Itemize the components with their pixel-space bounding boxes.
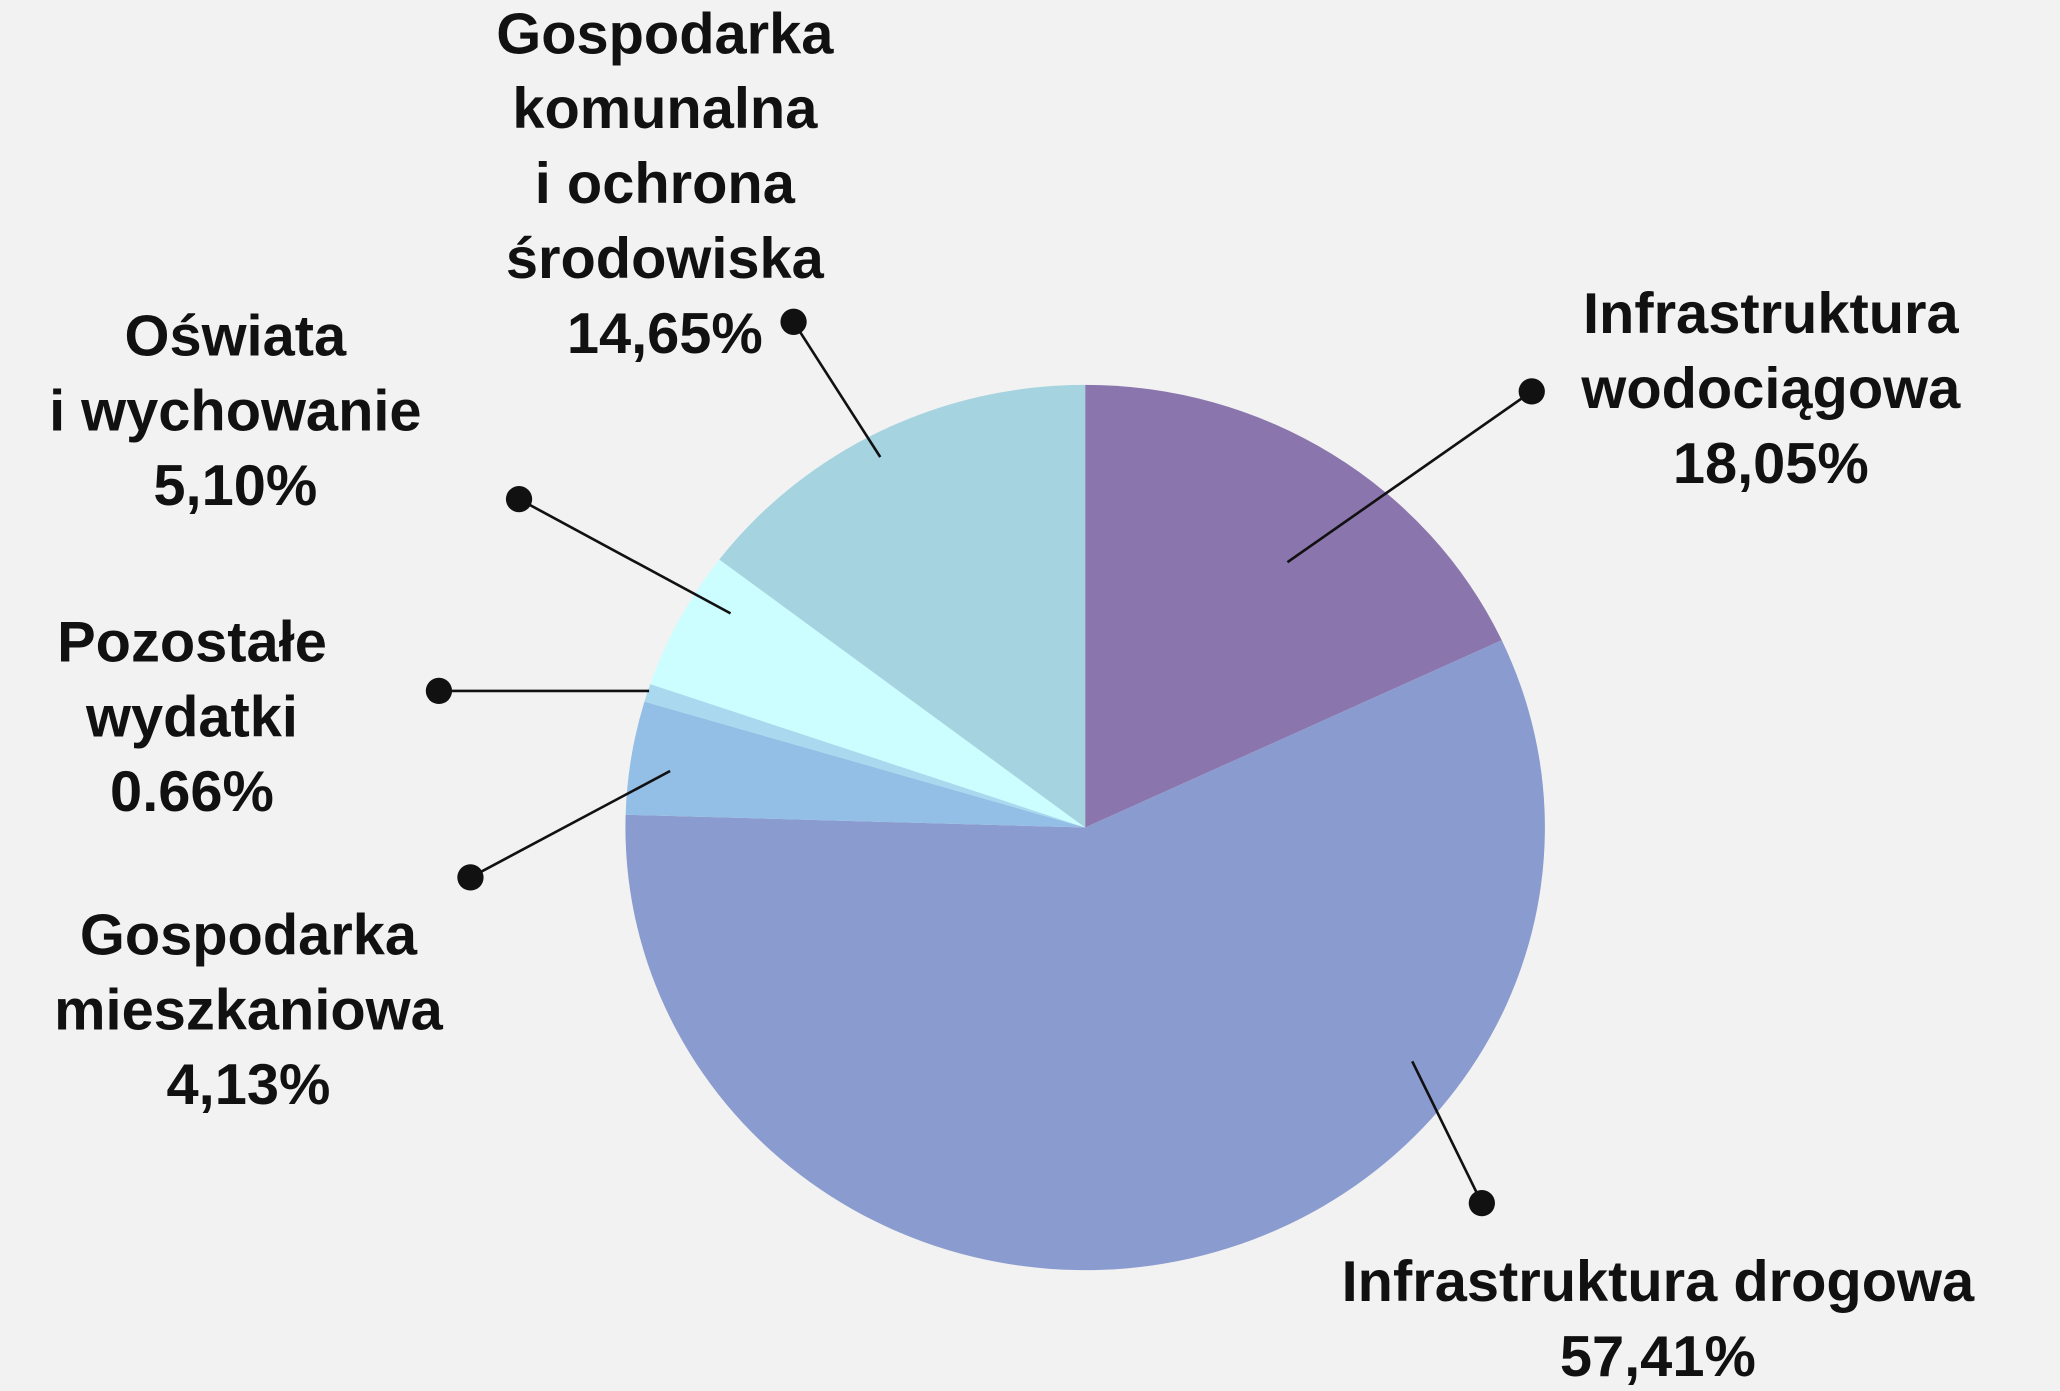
slice-label: Pozostałe [57,611,327,675]
slice-label: i wychowanie [49,379,421,443]
leader-line [469,769,671,879]
slice-value-label: 5,10% [153,454,317,518]
pie-slice [625,640,1545,1271]
leader-dot [1468,1190,1495,1217]
pie-slice [644,684,1086,828]
leader-dot [780,308,807,335]
leader-dot [457,864,484,891]
pie-slice [650,559,1086,828]
slice-label: mieszkaniowa [54,978,443,1042]
leader-line [518,497,732,615]
leader-line [1411,1060,1484,1204]
slice-value-label: 0.66% [110,760,274,824]
slice-label: wydatki [85,685,298,749]
slice-label: Infrastruktura drogowa [1342,1250,1975,1314]
leader-dot [425,677,453,705]
slice-value-label: 18,05% [1673,432,1869,496]
slice-label: komunalna [512,77,818,141]
pie-slice [625,701,1086,828]
slice-label: Infrastruktura [1583,282,1960,346]
slice-label: Gospodarka [80,903,418,967]
slice-value-label: 57,41% [1560,1325,1756,1389]
leader-dot [505,485,533,513]
leader-line [1286,390,1533,564]
pie-slice [719,384,1086,828]
slice-value-label: 4,13% [167,1053,331,1117]
pie-slice [1085,384,1502,828]
slice-label: Gospodarka [496,2,834,66]
slice-value-label: 14,65% [567,302,763,366]
slice-label: Oświata [125,304,347,368]
slice-label: i ochrona [535,152,796,216]
slice-label: wodociągowa [1580,357,1961,421]
leader-line [792,321,882,458]
slice-label: środowiska [506,227,825,291]
leader-dot [1518,378,1545,405]
